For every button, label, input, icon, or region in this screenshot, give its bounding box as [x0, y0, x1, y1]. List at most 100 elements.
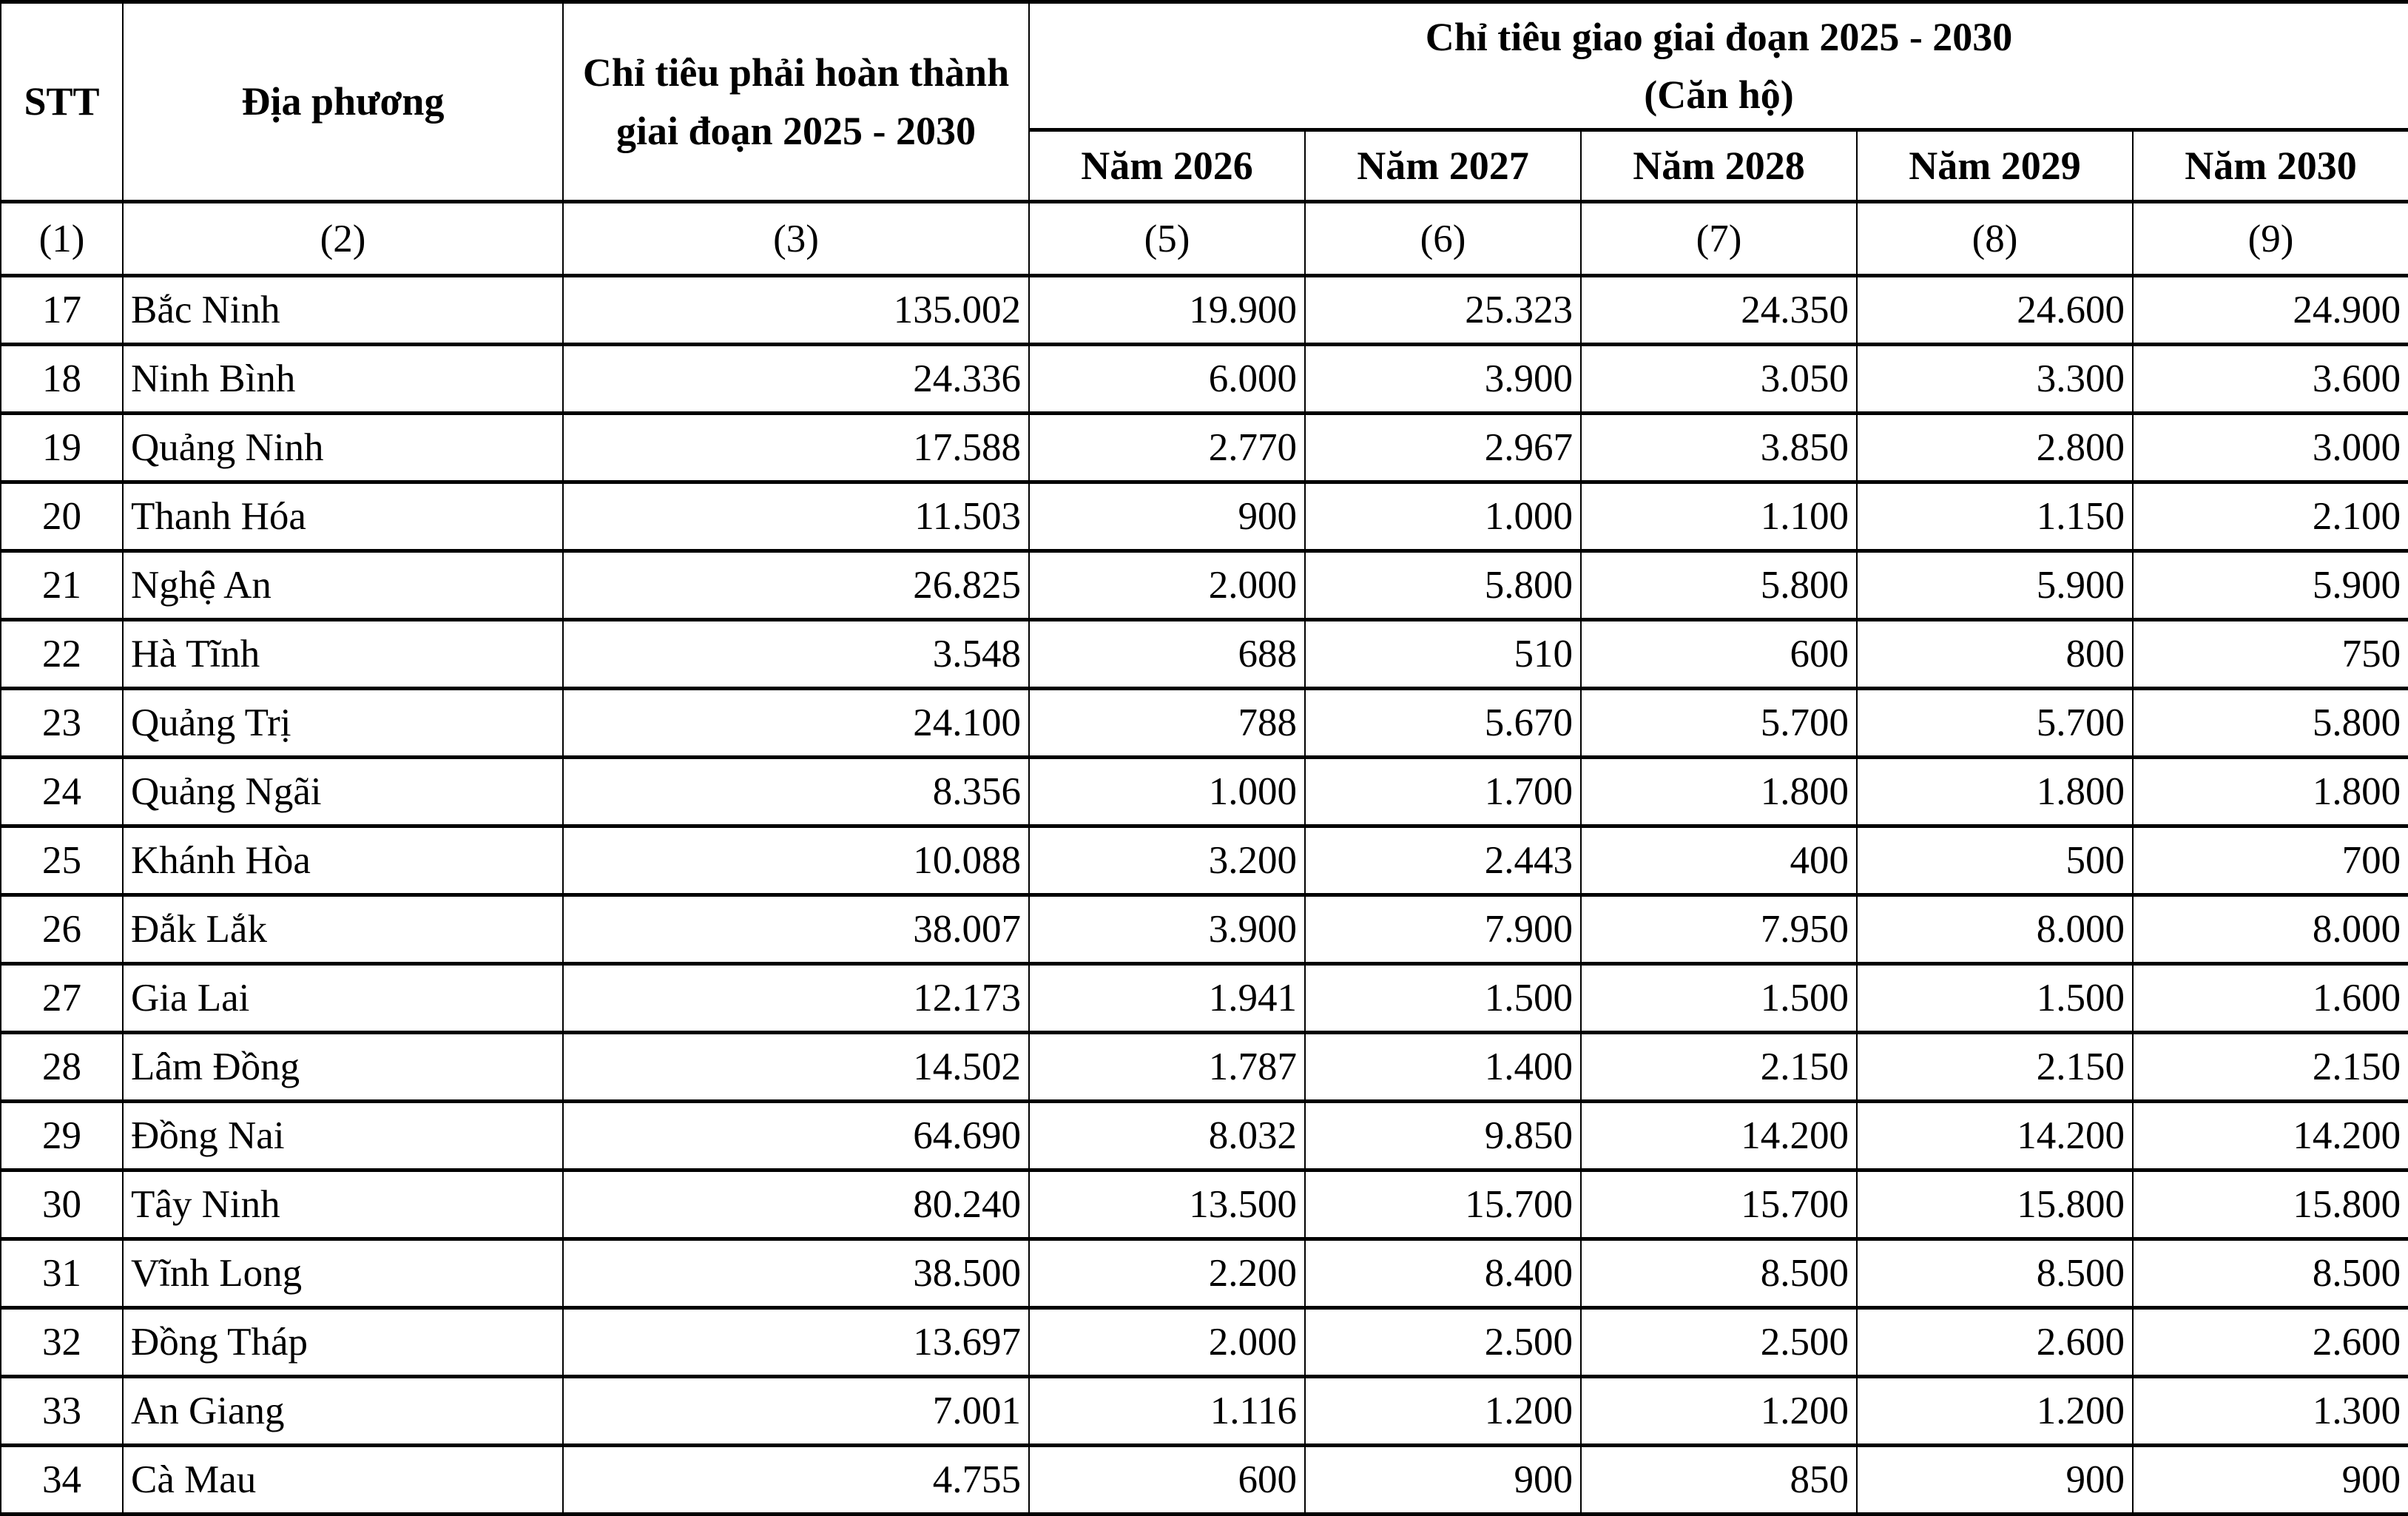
value-cell: 8.500: [1580, 1237, 1858, 1310]
locality-cell: Bắc Ninh: [122, 274, 564, 346]
value-cell: 2.600: [2131, 1306, 2408, 1378]
value-cell: 6.000: [1028, 343, 1306, 415]
table-row: 20 Thanh Hóa 11.503 900 1.000 1.100 1.150 2.100: [0, 480, 2408, 553]
table-row: 31 Vĩnh Long 38.500 2.200 8.400 8.500 8.500 8.5…: [0, 1237, 2408, 1310]
value-cell: 2.150: [2131, 1031, 2408, 1103]
locality-cell: Lâm Đồng: [122, 1031, 564, 1103]
value-cell: 1.600: [2131, 962, 2408, 1034]
column-number: (6): [1304, 200, 1582, 277]
header-assigned-target-line1: Chỉ tiêu giao giai đoạn 2025 - 2030: [1425, 14, 2013, 59]
value-cell: 24.350: [1580, 274, 1858, 346]
value-cell: 850: [1580, 1443, 1858, 1516]
value-cell: 8.400: [1304, 1237, 1582, 1310]
value-cell: 1.800: [2131, 755, 2408, 828]
table-row: 21 Nghệ An 26.825 2.000 5.800 5.800 5.900 5.900: [0, 549, 2408, 621]
column-number: (3): [562, 200, 1030, 277]
value-cell: 3.900: [1028, 893, 1306, 966]
value-cell: 3.050: [1580, 343, 1858, 415]
value-cell: 1.100: [1580, 480, 1858, 553]
value-cell: 2.500: [1580, 1306, 1858, 1378]
value-cell: 5.900: [2131, 549, 2408, 621]
value-cell: 600: [1580, 618, 1858, 690]
value-cell: 1.787: [1028, 1031, 1306, 1103]
value-cell: 900: [1304, 1443, 1582, 1516]
header-row-group: STT Địa phương Chỉ tiêu phải hoàn thành …: [0, 0, 2408, 203]
table-row: 28 Lâm Đồng 14.502 1.787 1.400 2.150 2.150 2.15…: [0, 1031, 2408, 1103]
value-cell: 25.323: [1304, 274, 1582, 346]
stt-cell: 24: [0, 755, 124, 828]
table-header: STT Địa phương Chỉ tiêu phải hoàn thành …: [0, 0, 2408, 277]
value-cell: 510: [1304, 618, 1582, 690]
table-row: 17 Bắc Ninh 135.002 19.900 25.323 24.350 24.60…: [0, 274, 2408, 346]
value-cell: 135.002: [562, 274, 1030, 346]
value-cell: 1.800: [1580, 755, 1858, 828]
column-number: (2): [122, 200, 564, 277]
locality-cell: Quảng Trị: [122, 687, 564, 759]
value-cell: 1.116: [1028, 1375, 1306, 1447]
value-cell: 24.100: [562, 687, 1030, 759]
value-cell: 14.200: [1580, 1099, 1858, 1172]
header-assigned-target-line2: (Căn hộ): [1644, 73, 1794, 117]
value-cell: 800: [1856, 618, 2134, 690]
value-cell: 1.000: [1028, 755, 1306, 828]
table-row: 34 Cà Mau 4.755 600 900 850 900 900: [0, 1443, 2408, 1516]
value-cell: 14.502: [562, 1031, 1030, 1103]
locality-cell: Đắk Lắk: [122, 893, 564, 966]
value-cell: 17.588: [562, 411, 1030, 484]
value-cell: 38.007: [562, 893, 1030, 966]
table-row: 18 Ninh Bình 24.336 6.000 3.900 3.050 3.300 3.6…: [0, 343, 2408, 415]
locality-cell: An Giang: [122, 1375, 564, 1447]
stt-cell: 25: [0, 824, 124, 897]
value-cell: 3.000: [2131, 411, 2408, 484]
value-cell: 8.500: [2131, 1237, 2408, 1310]
header-year-2029: Năm 2029: [1856, 128, 2134, 203]
header-row-years: Năm 2026 Năm 2027 Năm 2028 Năm 2029 Năm …: [1, 128, 2408, 203]
stt-cell: 23: [0, 687, 124, 759]
column-number: (5): [1028, 200, 1306, 277]
value-cell: 8.000: [1856, 893, 2134, 966]
table-row: 24 Quảng Ngãi 8.356 1.000 1.700 1.800 1.800 1.8…: [0, 755, 2408, 828]
value-cell: 8.000: [2131, 893, 2408, 966]
locality-cell: Khánh Hòa: [122, 824, 564, 897]
value-cell: 2.000: [1028, 549, 1306, 621]
value-cell: 5.800: [1304, 549, 1582, 621]
value-cell: 1.941: [1028, 962, 1306, 1034]
value-cell: 500: [1856, 824, 2134, 897]
value-cell: 14.200: [1856, 1099, 2134, 1172]
value-cell: 900: [1856, 1443, 2134, 1516]
locality-cell: Tây Ninh: [122, 1168, 564, 1241]
column-number-row: (1) (2) (3) (5) (6) (7) (8) (9): [0, 200, 2408, 277]
table-row: 26 Đắk Lắk 38.007 3.900 7.900 7.950 8.000 8.000: [0, 893, 2408, 966]
value-cell: 38.500: [562, 1237, 1030, 1310]
value-cell: 2.000: [1028, 1306, 1306, 1378]
value-cell: 1.000: [1304, 480, 1582, 553]
value-cell: 15.800: [2131, 1168, 2408, 1241]
stt-cell: 30: [0, 1168, 124, 1241]
value-cell: 5.800: [2131, 687, 2408, 759]
stt-cell: 32: [0, 1306, 124, 1378]
value-cell: 24.600: [1856, 274, 2134, 346]
header-required-target: Chỉ tiêu phải hoàn thành giai đoạn 2025 …: [562, 0, 1030, 203]
value-cell: 2.100: [2131, 480, 2408, 553]
stt-cell: 19: [0, 411, 124, 484]
value-cell: 1.200: [1304, 1375, 1582, 1447]
value-cell: 3.200: [1028, 824, 1306, 897]
value-cell: 1.400: [1304, 1031, 1582, 1103]
value-cell: 7.900: [1304, 893, 1582, 966]
value-cell: 688: [1028, 618, 1306, 690]
header-year-2026: Năm 2026: [1028, 128, 1306, 203]
locality-cell: Thanh Hóa: [122, 480, 564, 553]
value-cell: 5.670: [1304, 687, 1582, 759]
stt-cell: 33: [0, 1375, 124, 1447]
value-cell: 3.900: [1304, 343, 1582, 415]
value-cell: 400: [1580, 824, 1858, 897]
value-cell: 8.500: [1856, 1237, 2134, 1310]
table-row: 32 Đồng Tháp 13.697 2.000 2.500 2.500 2.600 2.6…: [0, 1306, 2408, 1378]
value-cell: 2.443: [1304, 824, 1582, 897]
value-cell: 15.800: [1856, 1168, 2134, 1241]
value-cell: 900: [1028, 480, 1306, 553]
table-row: 25 Khánh Hòa 10.088 3.200 2.443 400 500 700: [0, 824, 2408, 897]
header-year-2030: Năm 2030: [2131, 128, 2408, 203]
value-cell: 7.001: [562, 1375, 1030, 1447]
